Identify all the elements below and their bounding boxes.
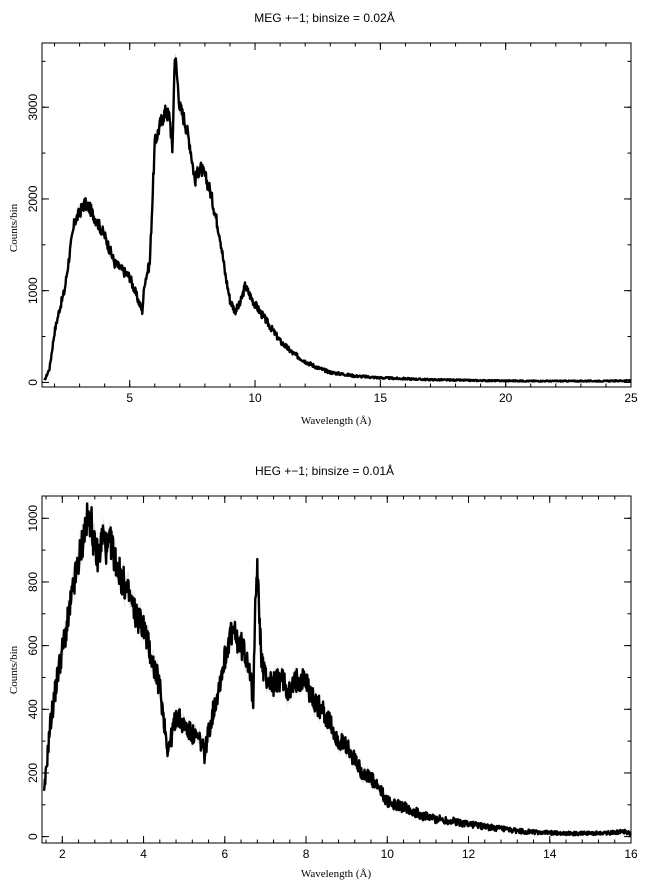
x-tick-label: 4	[140, 847, 147, 861]
plot-frame	[41, 42, 632, 388]
x-tick-label: 6	[221, 847, 228, 861]
spectrum-line	[42, 502, 632, 837]
spectrum-line	[43, 57, 632, 383]
x-tick-label: 5	[126, 391, 133, 405]
y-tick-label: 200	[26, 763, 40, 783]
x-axis-label: Wavelength (Å)	[301, 868, 372, 880]
y-tick-label: 1000	[26, 277, 40, 304]
x-tick-label: 10	[248, 391, 262, 405]
heg-panel: HEG +−1; binsize = 0.01Å 2 4 6 8 10 12 14 16 02…	[8, 463, 638, 880]
y-tick-label: 800	[26, 572, 40, 592]
y-tick-label: 0	[26, 833, 40, 840]
y-tick-label: 2000	[26, 185, 40, 212]
y-axis-label: Counts/bin	[8, 645, 20, 694]
x-tick-label: 8	[303, 847, 310, 861]
plot-frame	[41, 495, 632, 844]
y-axis: 0 1000 2000 3000	[26, 60, 631, 386]
y-tick-label: 3000	[26, 94, 40, 121]
error-band	[44, 493, 631, 836]
x-tick-label: 10	[381, 847, 395, 861]
y-tick-label: 600	[26, 635, 40, 655]
y-tick-label: 400	[26, 699, 40, 719]
chart-title: HEG +−1; binsize = 0.01Å	[255, 463, 394, 478]
y-tick-label: 1000	[26, 505, 40, 532]
x-tick-label: 20	[499, 391, 513, 405]
x-axis: 2 4 6 8 10 12 14 16	[45, 496, 638, 861]
y-tick-label: 0	[26, 379, 40, 386]
error-band	[44, 52, 631, 382]
x-axis: 5 10 15 20 25	[54, 43, 638, 405]
x-tick-label: 25	[624, 391, 638, 405]
chart-title: MEG +−1; binsize = 0.02Å	[254, 10, 394, 25]
x-tick-label: 16	[624, 847, 638, 861]
x-tick-label: 14	[543, 847, 557, 861]
x-tick-label: 15	[374, 391, 388, 405]
y-axis: 0 200 400 600 800 1000	[26, 505, 631, 840]
meg-panel: MEG +−1; binsize = 0.02Å 5 10 15 20 25 0 1000…	[8, 10, 638, 427]
y-axis-label: Counts/bin	[8, 203, 20, 252]
x-axis-label: Wavelength (Å)	[301, 415, 372, 427]
x-tick-label: 12	[462, 847, 476, 861]
x-tick-label: 2	[59, 847, 66, 861]
